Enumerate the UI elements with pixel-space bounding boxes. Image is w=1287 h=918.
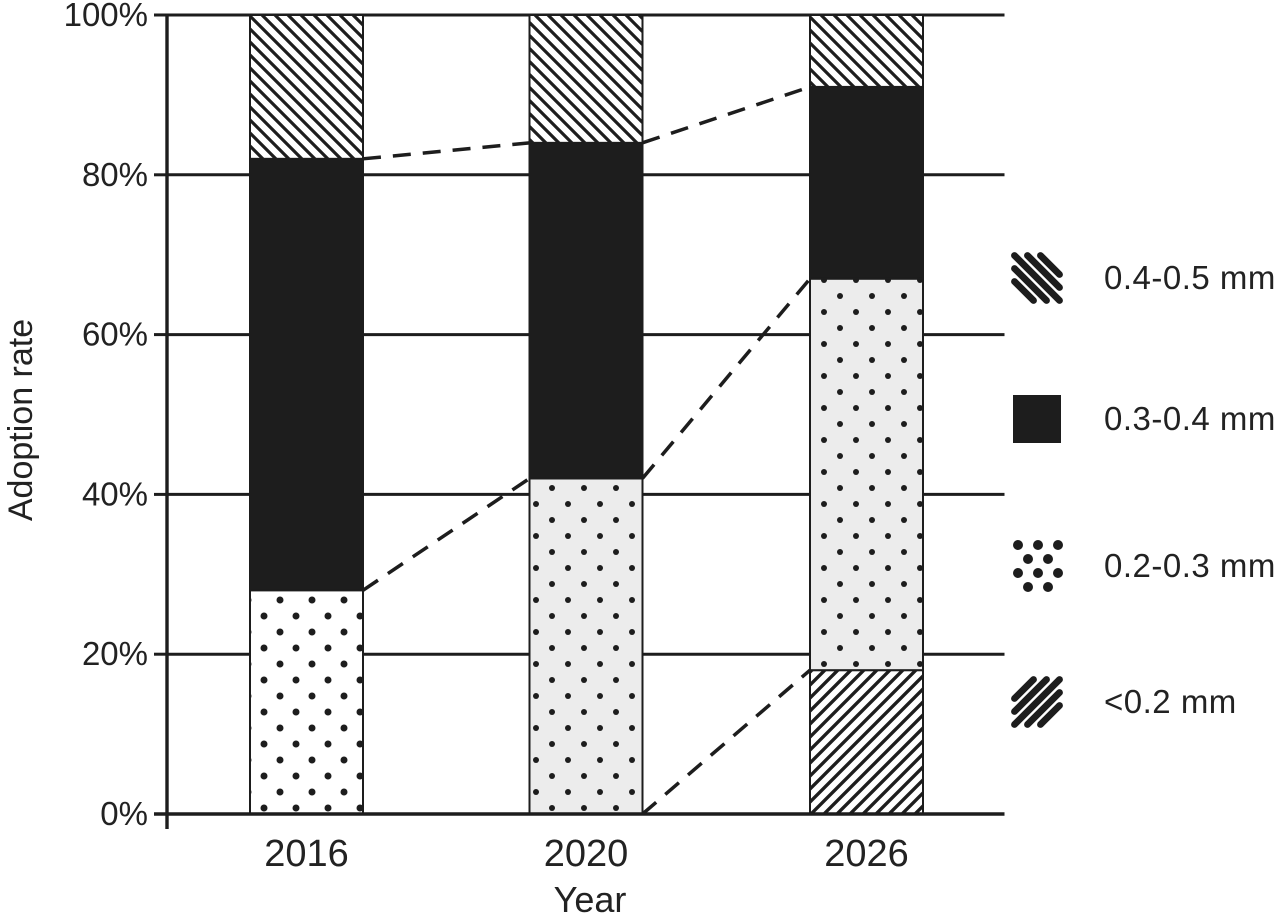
y-axis-title: Adoption rate (2, 319, 40, 521)
x-tick-label-2026: 2026 (824, 833, 909, 875)
legend-swatch-dots-icon (1008, 537, 1066, 595)
legend-label: 0.3-0.4 mm (1104, 400, 1276, 437)
bar-segment-2026-0.4-0.5-mm (810, 15, 923, 87)
legend-label: 0.2-0.3 mm (1104, 547, 1276, 584)
connector-2016-2020 (362, 476, 531, 592)
x-tick-label-2016: 2016 (264, 833, 349, 875)
bar-segment-2016-0.4-0.5-mm (250, 15, 363, 159)
y-tick-label-0%: 0% (100, 795, 148, 832)
bar-segment-2020-0.3-0.4-mm (529, 142, 643, 479)
y-tick-label-20%: 20% (82, 635, 148, 672)
legend-swatch-diagonal-forward-icon (1008, 673, 1066, 731)
bar-segment-2026-0.3-0.4-mm (810, 86, 923, 279)
y-tick-label-40%: 40% (82, 475, 148, 512)
legend-swatch-diagonal-back-icon (1008, 249, 1066, 307)
y-tick-label-80%: 80% (82, 156, 148, 193)
bar-segment-2016-0.2-0.3-mm (250, 590, 363, 814)
connector-2020-2026 (641, 277, 812, 480)
bar-segment-2026--0.2-mm (810, 670, 923, 814)
legend-swatch-solid-icon (1008, 390, 1066, 448)
chart-legend: 0.4-0.5 mm 0.3-0.4 mm 0.2-0.3 mm <0.2 mm (1008, 0, 1287, 918)
legend-label: 0.4-0.5 mm (1104, 259, 1276, 296)
bar-segment-outline-2020 (528, 14, 644, 144)
connector-2020-2026 (641, 85, 811, 145)
connector-2020-2026 (641, 668, 812, 816)
bar-segment-outline-2026 (809, 14, 924, 88)
bar-segment-2026-0.2-0.3-mm (810, 278, 923, 671)
legend-item-0.3-0.4-mm: 0.3-0.4 mm (1008, 388, 1276, 450)
legend-label: <0.2 mm (1104, 683, 1237, 720)
bar-segment-outline-2016 (249, 14, 364, 160)
legend-item-0.2-0.3-mm: 0.2-0.3 mm (1008, 535, 1276, 597)
bar-segment-2020-0.4-0.5-mm (529, 15, 643, 143)
bar-segment-2016-0.3-0.4-mm (250, 158, 363, 591)
y-tick-label-60%: 60% (82, 316, 148, 353)
legend-item-0.4-0.5-mm: 0.4-0.5 mm (1008, 247, 1276, 309)
x-tick-label-2020: 2020 (544, 833, 629, 875)
y-tick-label-100%: 100% (64, 0, 148, 33)
legend-item-under-0.2-mm: <0.2 mm (1008, 671, 1237, 733)
connector-2016-2020 (362, 141, 530, 161)
bar-segment-2020-0.2-0.3-mm (529, 478, 643, 814)
x-axis-title: Year (554, 879, 627, 918)
